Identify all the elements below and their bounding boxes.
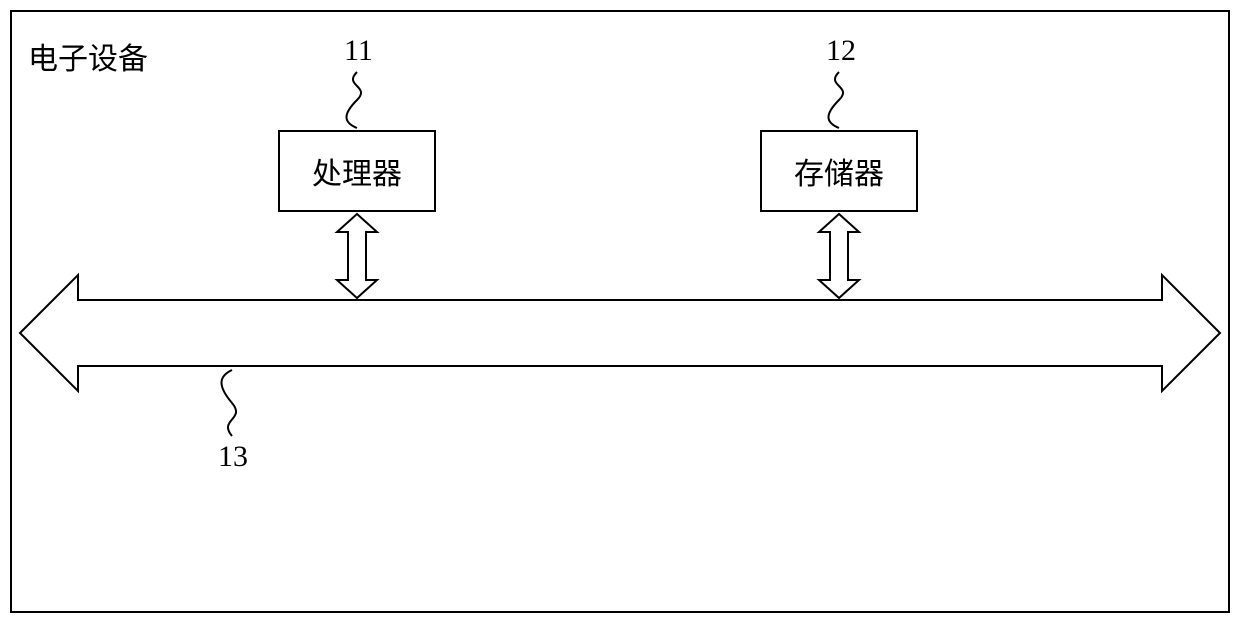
diagram-canvas: 电子设备 11 12 13 处理器 存储器 总线 bbox=[0, 0, 1240, 623]
memory-label: 存储器 bbox=[794, 149, 884, 193]
ref-label-memory: 12 bbox=[826, 34, 856, 68]
processor-block: 处理器 bbox=[278, 130, 436, 212]
bus-label: 总线 bbox=[200, 326, 260, 370]
ref-label-bus: 13 bbox=[218, 440, 248, 474]
processor-label: 处理器 bbox=[312, 149, 402, 193]
device-title: 电子设备 bbox=[28, 34, 148, 78]
memory-block: 存储器 bbox=[760, 130, 918, 212]
outer-border bbox=[10, 10, 1230, 613]
ref-label-processor: 11 bbox=[344, 34, 373, 68]
